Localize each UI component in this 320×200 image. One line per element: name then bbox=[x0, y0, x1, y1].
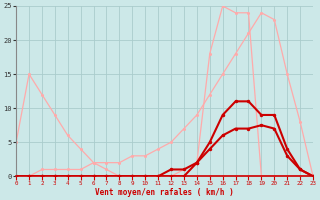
X-axis label: Vent moyen/en rafales ( km/h ): Vent moyen/en rafales ( km/h ) bbox=[95, 188, 234, 197]
